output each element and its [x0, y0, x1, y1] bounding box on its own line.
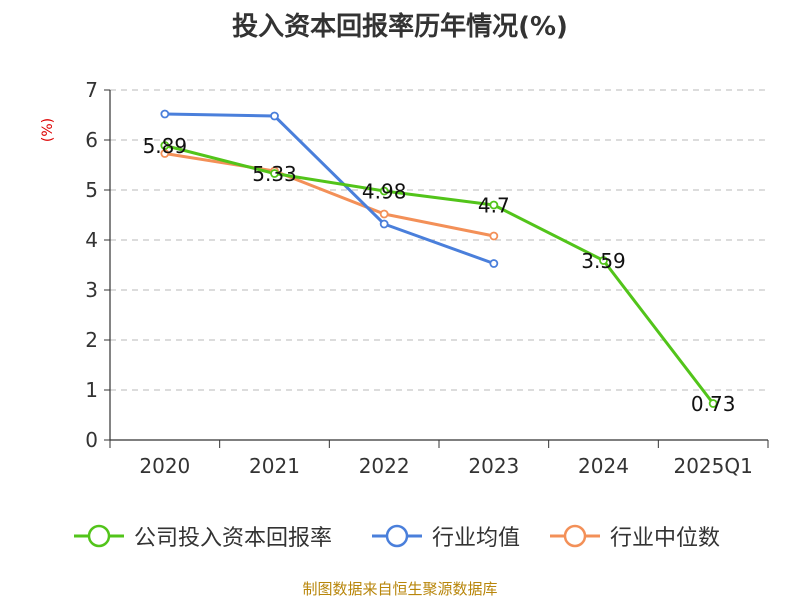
series-line	[164, 112, 495, 265]
x-tick-label: 2025Q1	[673, 454, 752, 478]
data-label: 4.7	[478, 194, 510, 218]
data-point	[379, 186, 389, 196]
data-point	[160, 141, 170, 150]
data-point	[379, 209, 389, 219]
legend-label: 公司投入资本回报率	[134, 526, 333, 551]
legend-item: 公司投入资本回报率	[72, 520, 332, 552]
line-chart: 0 1 2 3 4 5 6 7 2020 2021 2022 2023 2024 2025Q1 5.89 5.…	[85, 78, 769, 478]
legend-marker-icon	[372, 524, 422, 548]
legend-label: 行业均值	[432, 526, 521, 551]
data-point	[599, 256, 608, 265]
legend-marker-icon	[74, 524, 124, 548]
y-tick-label: 7	[85, 78, 98, 102]
legend-label: 行业中位数	[610, 526, 721, 551]
chart-title: 投入资本回报率历年情况(%)	[232, 12, 568, 42]
y-tick-label: 2	[85, 328, 98, 352]
series-line	[164, 144, 715, 405]
data-point	[160, 109, 170, 119]
data-point	[489, 231, 499, 241]
legend-item: 行业中位数	[548, 520, 720, 552]
y-tick-label: 4	[85, 228, 98, 252]
data-point	[270, 169, 279, 178]
data-label: 5.89	[143, 134, 188, 158]
y-tick-label: 6	[85, 128, 98, 152]
x-tick-label: 2022	[359, 454, 410, 478]
data-point	[708, 399, 718, 408]
data-point	[489, 259, 499, 268]
legend-item: 行业均值	[370, 520, 520, 552]
x-tick-label: 2020	[139, 454, 190, 478]
legend-marker-icon	[550, 524, 600, 548]
y-tick-label: 0	[85, 428, 98, 452]
data-label: 3.59	[581, 249, 626, 273]
data-point	[379, 219, 389, 229]
y-tick-label: 1	[85, 378, 98, 402]
x-tick-label: 2023	[468, 454, 519, 478]
data-point	[270, 111, 279, 121]
data-label: 0.73	[691, 392, 736, 416]
data-label: 4.98	[362, 180, 407, 204]
source-note: 制图数据来自恒生聚源数据库	[302, 580, 498, 598]
data-label: 5.33	[252, 162, 297, 186]
data-point	[160, 149, 170, 158]
x-tick-label: 2024	[578, 454, 629, 478]
y-tick-label: 3	[85, 278, 98, 302]
y-tick-label: 5	[85, 178, 98, 202]
data-point	[489, 200, 499, 210]
x-tick-label: 2021	[249, 454, 300, 478]
legend: 公司投入资本回报率 行业均值 行业中位数	[0, 520, 800, 552]
series-line	[164, 152, 495, 238]
